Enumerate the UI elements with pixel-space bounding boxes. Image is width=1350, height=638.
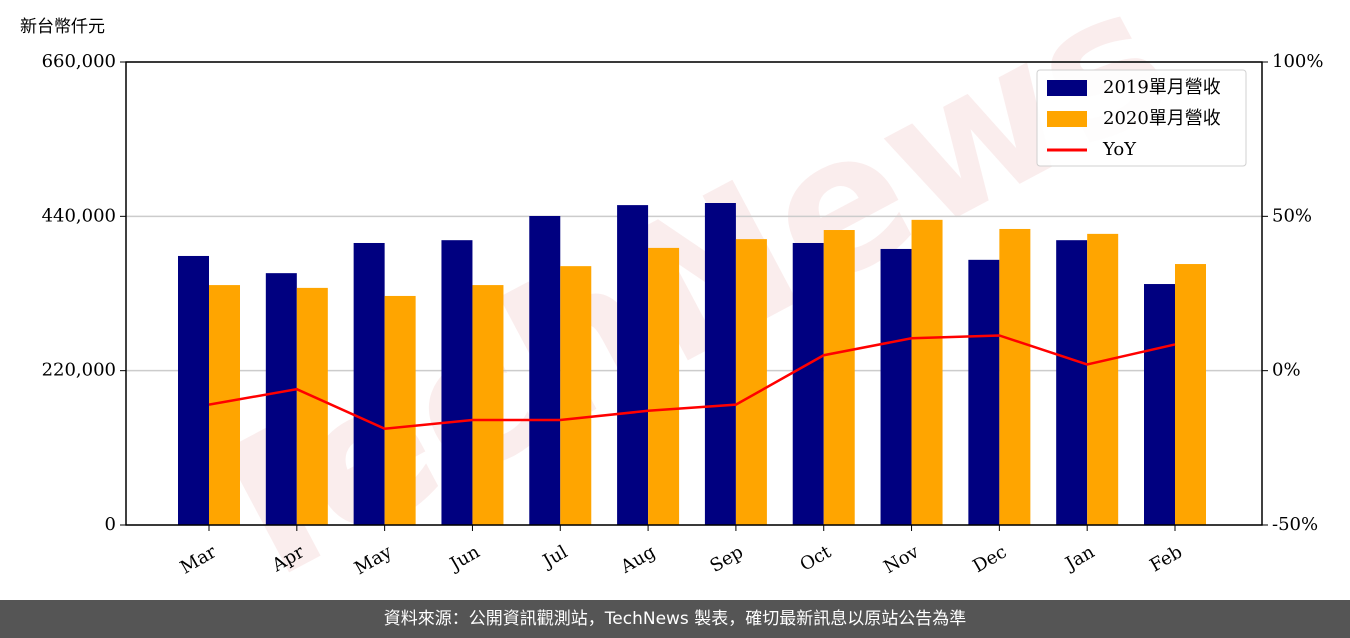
y-tick-label: 440,000 xyxy=(42,205,116,226)
footer-bar xyxy=(0,600,1350,638)
x-tick-label: Feb xyxy=(1146,541,1186,576)
x-tick-label: Jan xyxy=(1060,541,1098,575)
legend-label: YoY xyxy=(1102,139,1137,160)
bar xyxy=(296,287,328,525)
bar xyxy=(735,239,767,525)
bar xyxy=(911,219,943,525)
y-tick-label: 0 xyxy=(105,514,116,535)
x-tick-label: Aug xyxy=(616,541,659,578)
bar xyxy=(560,266,592,525)
bar xyxy=(648,247,680,525)
bar xyxy=(823,230,855,525)
legend-label: 2020單月營收 xyxy=(1103,108,1221,129)
bar xyxy=(880,248,912,525)
legend-swatch xyxy=(1047,111,1087,127)
bar xyxy=(1175,264,1206,525)
y2-tick-label: 50% xyxy=(1272,205,1312,226)
bar xyxy=(968,259,1000,525)
y2-tick-label: 100% xyxy=(1272,51,1323,72)
bar xyxy=(999,228,1031,525)
y-tick-label: 660,000 xyxy=(42,51,116,72)
legend-label: 2019單月營收 xyxy=(1103,77,1221,98)
x-tick-label: Oct xyxy=(796,541,835,576)
bar xyxy=(441,240,473,525)
line xyxy=(208,334,1176,430)
bar xyxy=(792,242,824,525)
x-tick-label: Dec xyxy=(969,541,1010,577)
y-tick-label: 220,000 xyxy=(42,360,116,381)
legend-box xyxy=(1036,69,1247,167)
y2-tick-label: -50% xyxy=(1272,514,1318,535)
bar xyxy=(1087,233,1119,525)
bar xyxy=(265,273,297,525)
unit-label: 新台幣仟元 xyxy=(20,17,105,37)
bar xyxy=(617,205,649,526)
bar xyxy=(704,203,736,525)
x-tick-label: Sep xyxy=(707,541,747,576)
y2-tick-label: 0% xyxy=(1272,360,1301,381)
x-tick-label: Mar xyxy=(177,541,221,578)
bar xyxy=(529,215,561,525)
bar xyxy=(353,242,385,525)
bar xyxy=(384,295,416,525)
plot-frame xyxy=(125,61,1263,526)
legend-swatch xyxy=(1047,80,1087,96)
x-tick-label: Jun xyxy=(445,541,484,576)
bar xyxy=(472,285,504,525)
x-tick-label: Jul xyxy=(538,541,572,573)
bar xyxy=(1144,284,1175,525)
bar xyxy=(1056,240,1088,525)
bar xyxy=(178,255,209,525)
footer: 資料來源：公開資訊觀測站，TechNews 製表，確切最新訊息以原站公告為準 xyxy=(384,609,966,629)
x-tick-label: Nov xyxy=(880,541,923,578)
bar xyxy=(209,285,240,525)
